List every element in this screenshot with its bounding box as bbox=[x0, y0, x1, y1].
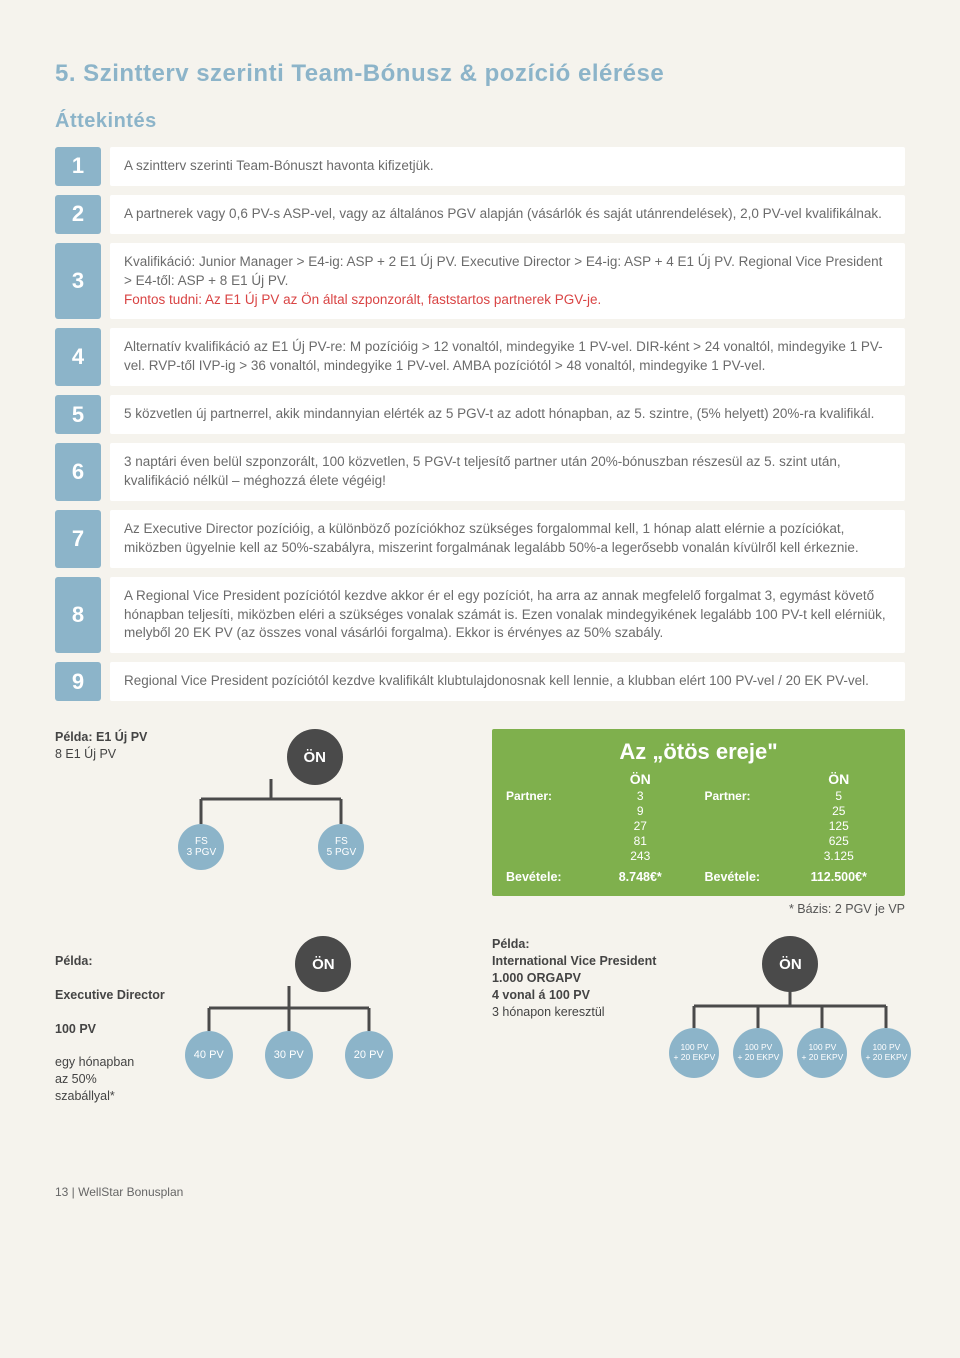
rule-text: Kvalifikáció: Junior Manager > E4-ig: AS… bbox=[110, 243, 905, 320]
example-3-tree: ÖN 100 PV + 20 EKPV 100 PV + 20 EKPV 100… bbox=[670, 936, 905, 1096]
rule-text: A szintterv szerinti Team-Bónuszt havont… bbox=[110, 147, 905, 186]
rule-row: 4Alternatív kvalifikáció az E1 Új PV-re:… bbox=[55, 328, 905, 386]
rule-text: A partnerek vagy 0,6 PV-s ASP-vel, vagy … bbox=[110, 195, 905, 234]
node-on: ÖN bbox=[762, 936, 818, 992]
leaf-line: FS bbox=[335, 836, 348, 848]
rule-row: 1A szintterv szerinti Team-Bónuszt havon… bbox=[55, 147, 905, 186]
rule-row: 9Regional Vice President pozíciótól kezd… bbox=[55, 662, 905, 701]
ex2-b2: Executive Director bbox=[55, 988, 165, 1002]
page-title: 5. Szintterv szerinti Team-Bónusz & pozí… bbox=[55, 60, 905, 88]
green-title: Az „ötös ereje" bbox=[506, 739, 891, 765]
rule-number: 4 bbox=[55, 328, 101, 386]
ex2-b3: 100 PV bbox=[55, 1022, 96, 1036]
ex1-label-rest: 8 E1 Új PV bbox=[55, 747, 116, 761]
rule-row: 55 közvetlen új partnerrel, akik mindann… bbox=[55, 395, 905, 434]
example-3-label: Példa: International Vice President 1.00… bbox=[492, 936, 656, 1105]
rule-number: 3 bbox=[55, 243, 101, 320]
rule-text: Regional Vice President pozíciótól kezdv… bbox=[110, 662, 905, 701]
example-2-tree: ÖN 40 PV 30 PV 20 PV bbox=[179, 936, 468, 1096]
leaf-node: 40 PV bbox=[185, 1031, 233, 1079]
leaf-line: + 20 EKPV bbox=[673, 1053, 715, 1063]
green-bev2: 112.500€* bbox=[787, 870, 892, 884]
leaf-line: 40 PV bbox=[194, 1049, 224, 1062]
rule-number: 1 bbox=[55, 147, 101, 186]
leaf-node: 20 PV bbox=[345, 1031, 393, 1079]
green-card: Az „ötös ereje" ÖN ÖN Partner: 392781243… bbox=[492, 729, 905, 896]
rule-number: 8 bbox=[55, 577, 101, 654]
ex3-b3: 1.000 ORGAPV bbox=[492, 971, 581, 985]
example-2-label: Példa: Executive Director 100 PV egy hón… bbox=[55, 936, 165, 1105]
node-on: ÖN bbox=[295, 936, 351, 992]
leaf-line: FS bbox=[195, 836, 208, 848]
examples-grid: Példa: E1 Új PV 8 E1 Új PV ÖN FS 3 PGV F… bbox=[55, 729, 905, 1105]
green-col1-values: 392781243 bbox=[588, 789, 693, 864]
example-2: Példa: Executive Director 100 PV egy hón… bbox=[55, 936, 468, 1105]
green-grid: ÖN ÖN Partner: 392781243 Partner: 525125… bbox=[506, 771, 891, 864]
leaf-line: + 20 EKPV bbox=[865, 1053, 907, 1063]
green-partner-label: Partner: bbox=[506, 789, 576, 864]
green-col1-hdr: ÖN bbox=[588, 771, 693, 787]
green-bev1: 8.748€* bbox=[588, 870, 693, 884]
page: 5. Szintterv szerinti Team-Bónusz & pozí… bbox=[0, 0, 960, 1229]
leaf-line: 3 PGV bbox=[187, 847, 216, 859]
leaf-line: + 20 EKPV bbox=[737, 1053, 779, 1063]
leaf-line: 30 PV bbox=[274, 1049, 304, 1062]
rule-text: 5 közvetlen új partnerrel, akik mindanny… bbox=[110, 395, 905, 434]
leaf-line: 20 PV bbox=[354, 1049, 384, 1062]
ex3-b4: 4 vonal á 100 PV bbox=[492, 988, 590, 1002]
ex2-rest: egy hónapban az 50% szabállyal* bbox=[55, 1055, 134, 1103]
rule-number: 2 bbox=[55, 195, 101, 234]
node-on: ÖN bbox=[287, 729, 343, 785]
page-footer: 13 | WellStar Bonusplan bbox=[55, 1185, 905, 1199]
rule-text: 3 naptári éven belül szponzorált, 100 kö… bbox=[110, 443, 905, 501]
rule-number: 6 bbox=[55, 443, 101, 501]
rule-text: Alternatív kvalifikáció az E1 Új PV-re: … bbox=[110, 328, 905, 386]
green-note: * Bázis: 2 PGV je VP bbox=[492, 902, 905, 916]
ex2-b1: Példa: bbox=[55, 954, 93, 968]
rule-number: 7 bbox=[55, 510, 101, 568]
ex1-label-bold: Példa: E1 Új PV bbox=[55, 730, 147, 744]
rule-row: 8A Regional Vice President pozíciótól ke… bbox=[55, 577, 905, 654]
ex3-b1: Példa: bbox=[492, 937, 530, 951]
green-partner-label2: Partner: bbox=[705, 789, 775, 864]
rule-row: 7Az Executive Director pozícióig, a külö… bbox=[55, 510, 905, 568]
rule-row: 2A partnerek vagy 0,6 PV-s ASP-vel, vagy… bbox=[55, 195, 905, 234]
green-col2-hdr: ÖN bbox=[787, 771, 892, 787]
leaf-node: 30 PV bbox=[265, 1031, 313, 1079]
green-bevetele-label2: Bevétele: bbox=[705, 870, 775, 884]
example-1-tree: ÖN FS 3 PGV FS 5 PGV bbox=[161, 729, 468, 889]
ex3-rest: 3 hónapon keresztül bbox=[492, 1005, 605, 1019]
leaf-line: + 20 EKPV bbox=[801, 1053, 843, 1063]
example-1: Példa: E1 Új PV 8 E1 Új PV ÖN FS 3 PGV F… bbox=[55, 729, 468, 916]
rule-number: 5 bbox=[55, 395, 101, 434]
rule-text: Az Executive Director pozícióig, a külön… bbox=[110, 510, 905, 568]
rule-text: A Regional Vice President pozíciótól kez… bbox=[110, 577, 905, 654]
rule-row: 63 naptári éven belül szponzorált, 100 k… bbox=[55, 443, 905, 501]
rules-list: 1A szintterv szerinti Team-Bónuszt havon… bbox=[55, 147, 905, 701]
rule-number: 9 bbox=[55, 662, 101, 701]
green-col2-values: 5251256253.125 bbox=[787, 789, 892, 864]
rule-row: 3Kvalifikáció: Junior Manager > E4-ig: A… bbox=[55, 243, 905, 320]
example-1-label: Példa: E1 Új PV 8 E1 Új PV bbox=[55, 729, 147, 916]
green-footer: Bevétele: 8.748€* Bevétele: 112.500€* bbox=[506, 870, 891, 884]
leaf-line: 5 PGV bbox=[327, 847, 356, 859]
example-3: Példa: International Vice President 1.00… bbox=[492, 936, 905, 1105]
ex3-b2: International Vice President bbox=[492, 954, 656, 968]
green-bevetele-label: Bevétele: bbox=[506, 870, 576, 884]
section-subtitle: Áttekintés bbox=[55, 110, 905, 133]
power-of-five-block: Az „ötös ereje" ÖN ÖN Partner: 392781243… bbox=[492, 729, 905, 916]
